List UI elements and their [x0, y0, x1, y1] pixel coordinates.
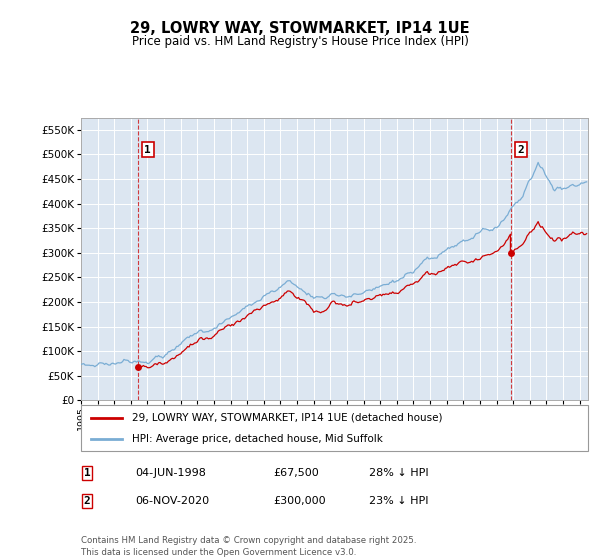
- Text: HPI: Average price, detached house, Mid Suffolk: HPI: Average price, detached house, Mid …: [132, 435, 383, 444]
- Text: 1: 1: [145, 144, 151, 155]
- Text: Contains HM Land Registry data © Crown copyright and database right 2025.
This d: Contains HM Land Registry data © Crown c…: [81, 536, 416, 557]
- Text: 23% ↓ HPI: 23% ↓ HPI: [369, 496, 428, 506]
- Text: 04-JUN-1998: 04-JUN-1998: [135, 468, 206, 478]
- Text: £67,500: £67,500: [273, 468, 319, 478]
- Text: Price paid vs. HM Land Registry's House Price Index (HPI): Price paid vs. HM Land Registry's House …: [131, 35, 469, 48]
- Text: 2: 2: [517, 144, 524, 155]
- Text: 29, LOWRY WAY, STOWMARKET, IP14 1UE (detached house): 29, LOWRY WAY, STOWMARKET, IP14 1UE (det…: [132, 413, 442, 423]
- FancyBboxPatch shape: [81, 405, 588, 451]
- Text: 1: 1: [83, 468, 91, 478]
- Text: £300,000: £300,000: [273, 496, 326, 506]
- Text: 29, LOWRY WAY, STOWMARKET, IP14 1UE: 29, LOWRY WAY, STOWMARKET, IP14 1UE: [130, 21, 470, 36]
- Text: 28% ↓ HPI: 28% ↓ HPI: [369, 468, 428, 478]
- Text: 2: 2: [83, 496, 91, 506]
- Text: 06-NOV-2020: 06-NOV-2020: [135, 496, 209, 506]
